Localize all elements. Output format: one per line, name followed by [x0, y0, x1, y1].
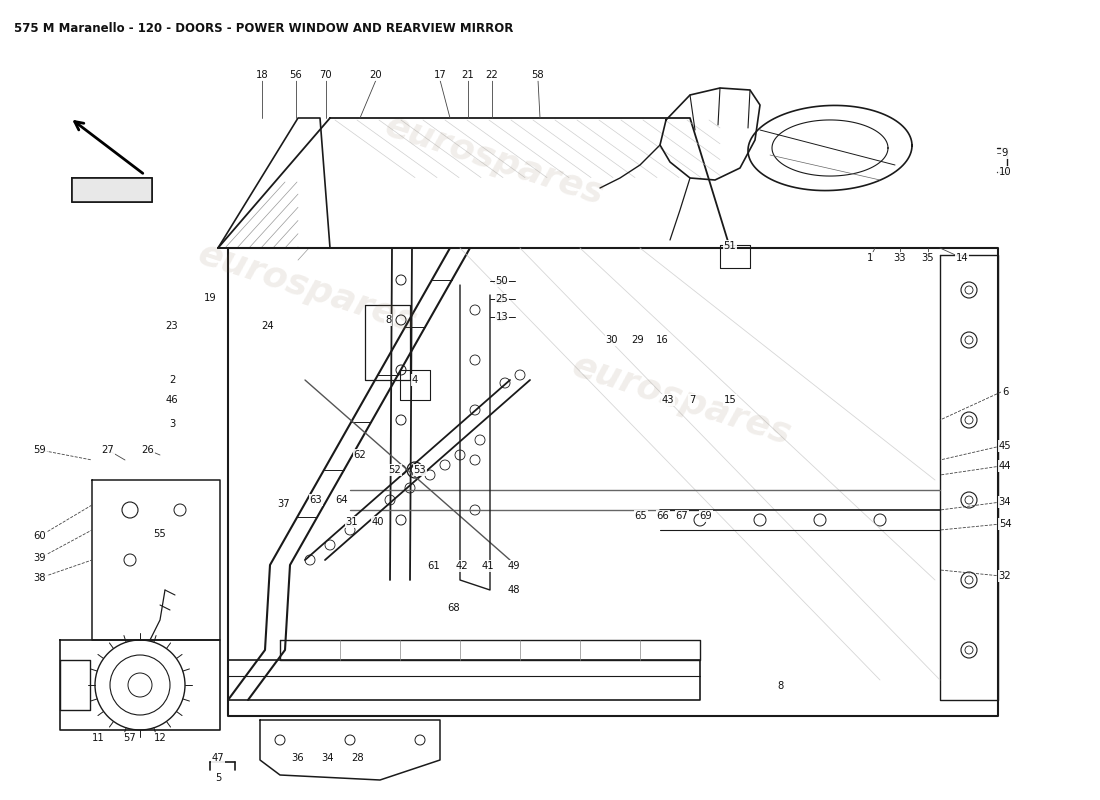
Text: 63: 63	[310, 495, 322, 505]
Text: 22: 22	[485, 70, 498, 80]
Text: 21: 21	[462, 70, 474, 80]
Text: 17: 17	[433, 70, 447, 80]
Text: 6: 6	[1002, 387, 1009, 397]
Text: 60: 60	[34, 531, 46, 541]
Text: 5: 5	[214, 773, 221, 783]
Text: 70: 70	[320, 70, 332, 80]
Text: 52: 52	[388, 465, 401, 475]
Text: 40: 40	[372, 517, 384, 527]
Text: 13: 13	[496, 312, 508, 322]
Text: 64: 64	[336, 495, 349, 505]
Text: 29: 29	[631, 335, 645, 345]
Text: 59: 59	[34, 445, 46, 455]
Text: 27: 27	[101, 445, 114, 455]
Text: 14: 14	[956, 253, 968, 263]
Text: 33: 33	[893, 253, 906, 263]
Text: 26: 26	[142, 445, 154, 455]
Text: 51: 51	[724, 241, 736, 251]
Text: 31: 31	[345, 517, 359, 527]
Text: 67: 67	[675, 511, 689, 521]
FancyBboxPatch shape	[72, 178, 152, 202]
Text: 19: 19	[204, 293, 217, 303]
Text: 18: 18	[255, 70, 268, 80]
Text: 42: 42	[455, 561, 469, 571]
Text: 61: 61	[428, 561, 440, 571]
Text: 49: 49	[508, 561, 520, 571]
Text: 3: 3	[169, 419, 175, 429]
Text: 43: 43	[662, 395, 674, 405]
FancyBboxPatch shape	[72, 178, 152, 202]
Text: 10: 10	[999, 167, 1011, 177]
Text: 66: 66	[657, 511, 670, 521]
Text: 20: 20	[370, 70, 383, 80]
Text: 9: 9	[1002, 148, 1009, 158]
Text: 47: 47	[211, 753, 224, 763]
Text: 68: 68	[448, 603, 460, 613]
Text: 56: 56	[289, 70, 302, 80]
Text: 12: 12	[154, 733, 166, 743]
Text: 41: 41	[482, 561, 494, 571]
Text: 34: 34	[999, 497, 1011, 507]
Text: 69: 69	[700, 511, 713, 521]
Text: 39: 39	[34, 553, 46, 563]
Text: 11: 11	[91, 733, 104, 743]
Text: 1: 1	[867, 253, 873, 263]
Text: 53: 53	[414, 465, 427, 475]
Text: 4: 4	[411, 375, 418, 385]
Text: 45: 45	[999, 441, 1011, 451]
Text: 32: 32	[999, 571, 1011, 581]
Text: 44: 44	[999, 461, 1011, 471]
Text: 28: 28	[352, 753, 364, 763]
Text: 30: 30	[606, 335, 618, 345]
Text: eurospares: eurospares	[381, 109, 609, 211]
Text: 38: 38	[34, 573, 46, 583]
Text: 58: 58	[531, 70, 544, 80]
Text: 8: 8	[385, 315, 392, 325]
Text: 54: 54	[999, 519, 1011, 529]
Text: 34: 34	[321, 753, 334, 763]
Text: 46: 46	[166, 395, 178, 405]
Text: eurospares: eurospares	[568, 349, 796, 451]
Text: 24: 24	[262, 321, 274, 331]
Text: 25: 25	[496, 294, 508, 304]
Text: 50: 50	[496, 276, 508, 286]
Text: 7: 7	[689, 395, 695, 405]
Text: 15: 15	[724, 395, 736, 405]
Text: 35: 35	[922, 253, 934, 263]
Text: 575 M Maranello - 120 - DOORS - POWER WINDOW AND REARVIEW MIRROR: 575 M Maranello - 120 - DOORS - POWER WI…	[14, 22, 514, 35]
Text: 2: 2	[168, 375, 175, 385]
Text: 37: 37	[277, 499, 290, 509]
Text: 23: 23	[166, 321, 178, 331]
Text: 36: 36	[292, 753, 305, 763]
Text: eurospares: eurospares	[194, 237, 422, 339]
Text: 55: 55	[154, 529, 166, 539]
Text: 65: 65	[635, 511, 648, 521]
Text: 62: 62	[353, 450, 366, 460]
Text: 8: 8	[777, 681, 783, 691]
Text: 48: 48	[508, 585, 520, 595]
Text: 16: 16	[656, 335, 669, 345]
Text: 57: 57	[123, 733, 136, 743]
